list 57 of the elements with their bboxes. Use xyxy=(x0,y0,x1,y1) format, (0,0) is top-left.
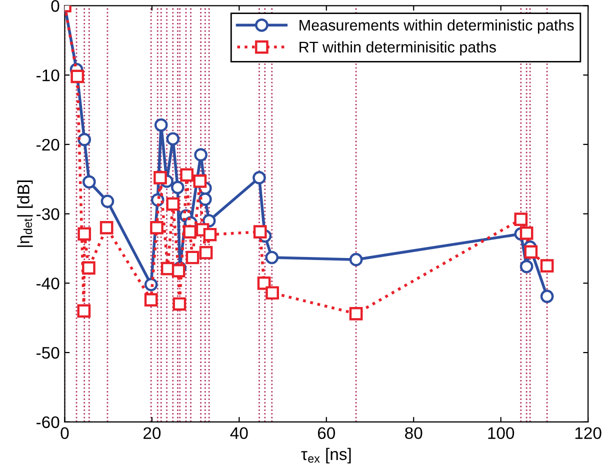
point xyxy=(100,194,114,208)
point xyxy=(70,70,84,84)
point xyxy=(265,250,279,264)
point xyxy=(144,293,158,306)
x-tick-label: 0 xyxy=(60,427,69,440)
y-tick-label: -20 xyxy=(36,138,60,151)
point xyxy=(540,259,554,272)
point xyxy=(100,221,114,234)
point xyxy=(166,197,180,211)
point xyxy=(524,245,538,259)
point xyxy=(349,252,363,266)
point xyxy=(183,225,197,238)
point xyxy=(171,180,184,194)
point xyxy=(77,304,91,318)
point xyxy=(266,286,279,300)
point xyxy=(78,132,92,146)
x-tick-label: 40 xyxy=(230,427,248,440)
point xyxy=(198,192,212,206)
point xyxy=(154,118,168,132)
point xyxy=(194,148,208,162)
legend-label: Measurements within deterministic paths xyxy=(300,19,574,34)
x-tick-label: 100 xyxy=(488,427,514,440)
y-tick-label: 0 xyxy=(51,0,60,12)
point xyxy=(180,168,194,182)
point xyxy=(540,290,554,304)
point xyxy=(144,278,158,292)
point xyxy=(82,261,96,275)
point xyxy=(193,174,207,188)
y-tick-label: -50 xyxy=(36,346,60,359)
point xyxy=(172,264,186,278)
point xyxy=(349,307,363,320)
point xyxy=(154,171,167,184)
point xyxy=(520,226,534,240)
y-tick-label: -10 xyxy=(36,69,60,82)
x-tick-label: 60 xyxy=(318,427,336,440)
point xyxy=(150,221,164,234)
point xyxy=(252,171,266,184)
point xyxy=(203,228,217,242)
y-tick-label: -40 xyxy=(36,278,60,290)
point xyxy=(82,175,96,189)
y-axis-title: |η$_{det}$| [dB] xyxy=(17,180,33,247)
x-tick-label: 20 xyxy=(144,427,161,440)
y-tick-label: -60 xyxy=(36,416,60,428)
point xyxy=(514,212,528,226)
point xyxy=(253,225,267,238)
point xyxy=(257,276,271,290)
x-tick-label: 80 xyxy=(405,427,422,440)
point xyxy=(166,132,180,146)
x-tick-label: 120 xyxy=(575,427,602,440)
x-axis-title: τ$_{ex}$ [ns] xyxy=(301,448,351,464)
y-tick-label: -30 xyxy=(36,208,60,220)
point xyxy=(78,227,92,241)
point xyxy=(199,246,213,260)
point xyxy=(520,260,534,274)
point xyxy=(172,297,186,311)
point xyxy=(186,250,200,264)
legend-label: RT within determinisitic paths xyxy=(300,41,496,56)
